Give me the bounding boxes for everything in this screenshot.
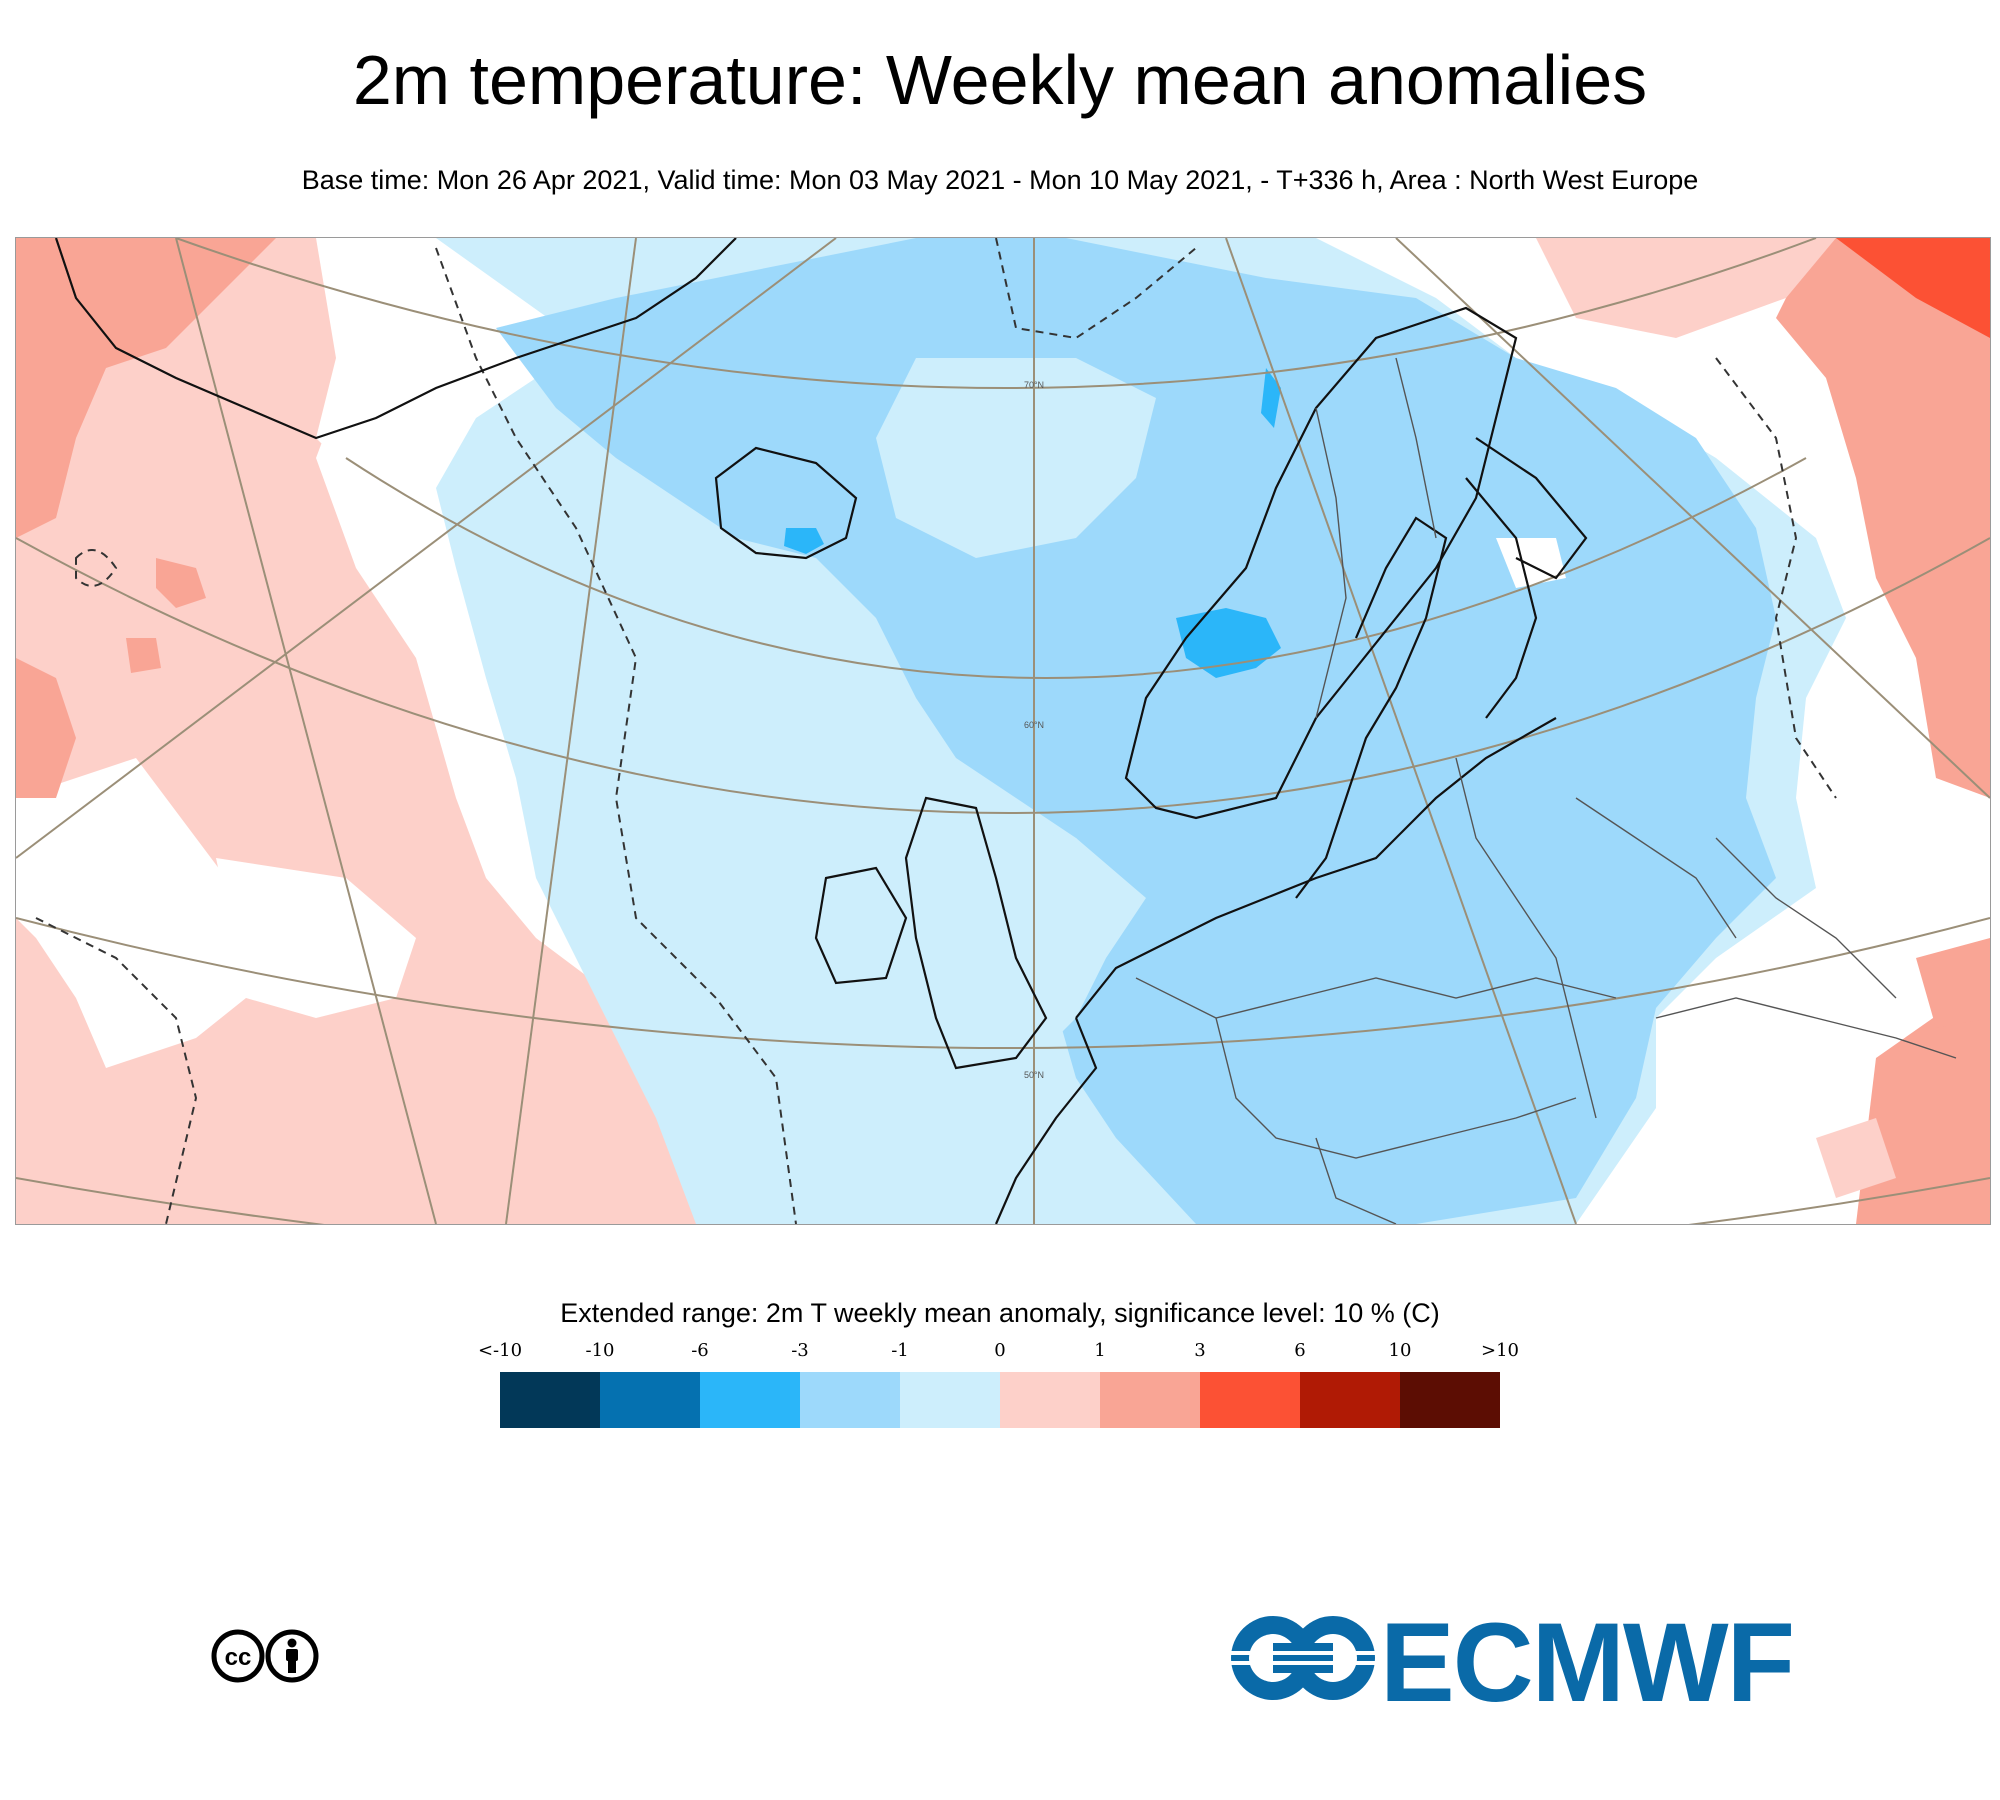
legend-tick: -1 <box>891 1340 909 1361</box>
anomaly-map: 70°N 60°N 50°N <box>15 237 1991 1225</box>
coast-white-sea <box>1475 437 1588 580</box>
neutral-region-labrador <box>216 858 416 1018</box>
strong-cold-patch-lofoten <box>1261 368 1281 428</box>
warm-patch-atlantic-c <box>126 638 161 673</box>
ecmwf-logo <box>1228 1608 1798 1708</box>
legend-color-bar <box>500 1372 1500 1428</box>
legend-swatch <box>600 1372 700 1428</box>
legend-swatch <box>1200 1372 1300 1428</box>
warm-patch-southeast-small <box>1816 1118 1896 1198</box>
ecmwf-logo-text: ECMWF <box>1380 1600 1795 1725</box>
legend-tick: <-10 <box>477 1340 523 1361</box>
neutral-region-kola <box>1496 538 1566 588</box>
warm-patch-east-mid <box>1916 938 1990 1028</box>
coast-gulf-of-bothnia <box>1295 516 1448 899</box>
coast-continent-west <box>994 1017 1098 1224</box>
lat-label-60: 60°N <box>1024 720 1044 730</box>
lat-label-50: 50°N <box>1024 1070 1044 1080</box>
legend-tick: 1 <box>1094 1340 1106 1361</box>
cold-anomaly-region-north-sea <box>896 828 1146 1098</box>
svg-text:cc: cc <box>225 1644 252 1671</box>
cold-anomaly-region-norwegian-sea <box>876 358 1156 558</box>
legend-swatch <box>800 1372 900 1428</box>
legend-tick: 0 <box>994 1340 1006 1361</box>
legend-title: Extended range: 2m T weekly mean anomaly… <box>560 1298 1440 1328</box>
legend-swatch <box>900 1372 1000 1428</box>
legend-swatch <box>500 1372 600 1428</box>
page-title: 2m temperature: Weekly mean anomalies <box>352 41 1648 119</box>
country-borders <box>1135 357 1957 1224</box>
significance-contours <box>35 238 1837 1224</box>
warm-patch-greenland-west <box>16 238 276 538</box>
legend-tick: 3 <box>1194 1340 1206 1361</box>
lat-label-70: 70°N <box>1024 380 1044 390</box>
graticule <box>16 238 1990 1224</box>
coast-scandinavia <box>1124 306 1518 820</box>
legend-swatch <box>1400 1372 1500 1428</box>
legend-tick: 6 <box>1294 1340 1306 1361</box>
legend-tick: 10 <box>1388 1340 1412 1361</box>
page-subtitle: Base time: Mon 26 Apr 2021, Valid time: … <box>301 165 1699 195</box>
coast-finland <box>1465 477 1538 719</box>
ecmwf-logo-mark-icon <box>1228 1616 1378 1700</box>
legend-swatch <box>1000 1372 1100 1428</box>
legend-swatch <box>1300 1372 1400 1428</box>
legend-tick: -6 <box>691 1340 709 1361</box>
coast-ireland <box>814 866 908 985</box>
creative-commons-by-icon: cc <box>210 1628 322 1684</box>
coast-greenland <box>54 238 737 440</box>
coast-iceland <box>714 446 858 560</box>
legend-tick: >10 <box>1481 1340 1519 1361</box>
strong-cold-patch-iceland <box>784 528 824 554</box>
warm-anomaly-region-east <box>1776 238 1990 798</box>
legend-swatch <box>1100 1372 1200 1428</box>
warm-patch-east-strong <box>1836 238 1990 338</box>
legend-tick: -10 <box>585 1340 615 1361</box>
warm-anomaly-region-northeast <box>1536 238 1836 338</box>
cold-anomaly-region-medium <box>496 238 1776 1224</box>
legend-tick: -3 <box>791 1340 809 1361</box>
warm-patch-atlantic-a <box>16 658 76 798</box>
coast-great-britain <box>904 796 1048 1070</box>
neutral-region-mid-atlantic <box>16 758 256 1068</box>
warm-patch-atlantic-b <box>156 558 206 608</box>
legend-swatch <box>700 1372 800 1428</box>
